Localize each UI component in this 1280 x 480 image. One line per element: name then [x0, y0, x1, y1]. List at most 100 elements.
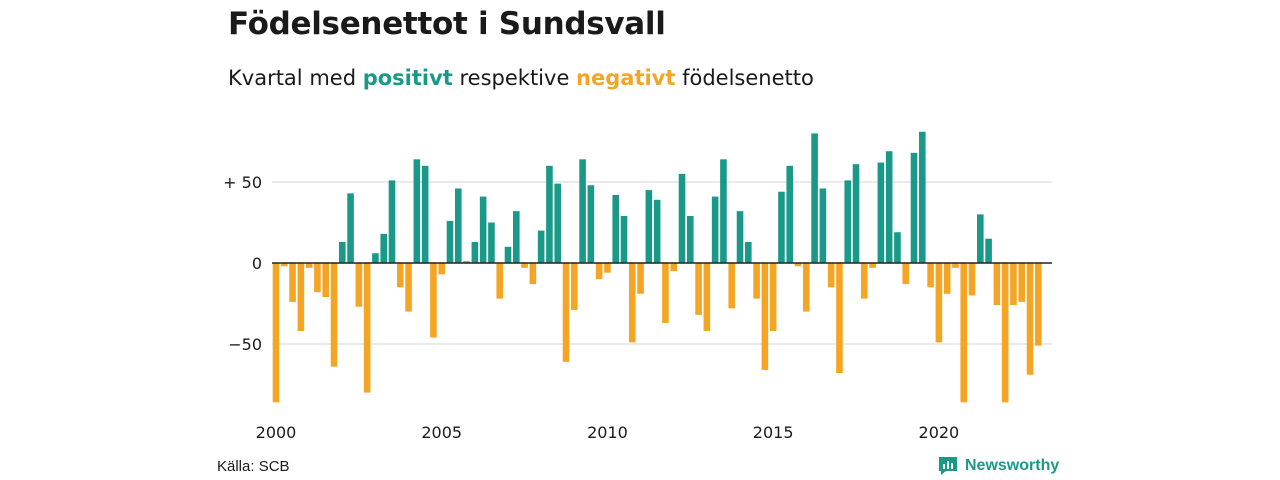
source-label: Källa: SCB [217, 458, 290, 475]
subtitle-negative-word: negativt [576, 66, 676, 90]
subtitle-pre: Kvartal med [228, 66, 363, 90]
bar [604, 263, 611, 273]
bar [512, 211, 520, 263]
bar [1018, 263, 1026, 302]
bar [330, 263, 338, 367]
x-tick-label: 2015 [753, 423, 794, 442]
bar [587, 185, 595, 263]
bar [711, 196, 719, 263]
bar [902, 263, 910, 285]
bar [778, 191, 785, 263]
bar [844, 180, 852, 263]
brand-label: Newsworthy [965, 457, 1060, 474]
bar [1035, 263, 1042, 346]
bar [968, 263, 976, 296]
subtitle-positive-word: positivt [362, 66, 453, 90]
bar [463, 261, 470, 263]
chart-subtitle: Kvartal med positivt respektive negativt… [228, 66, 814, 90]
bar [695, 263, 702, 315]
bar [430, 263, 437, 338]
bar [322, 263, 330, 298]
bar [1001, 263, 1009, 403]
x-tick-label: 2000 [256, 423, 297, 442]
bar [960, 263, 968, 403]
bar [803, 263, 810, 312]
bar [869, 263, 876, 268]
bar [753, 263, 760, 299]
bar [819, 188, 827, 263]
bar [471, 241, 479, 263]
bar [794, 263, 802, 267]
y-tick-label: + 50 [223, 173, 262, 192]
bar [1026, 263, 1034, 375]
bar [612, 194, 620, 263]
bar [1010, 263, 1017, 306]
bar [546, 165, 553, 263]
bar [355, 263, 363, 307]
bar [479, 196, 487, 263]
bar [421, 165, 429, 263]
bar [943, 263, 951, 294]
bar [380, 233, 388, 263]
bar [761, 263, 769, 370]
bar [736, 211, 744, 263]
y-tick-label: −50 [228, 335, 262, 354]
subtitle-mid: respektive [452, 66, 577, 90]
bar [562, 263, 570, 362]
bar [372, 253, 379, 263]
bar [272, 263, 280, 403]
bar [952, 263, 959, 268]
bar [454, 188, 462, 263]
bar [521, 263, 528, 268]
y-tick-label: 0 [252, 254, 262, 273]
bar [786, 165, 794, 263]
bar [703, 263, 711, 332]
brand-logo: Newsworthy [937, 455, 1059, 477]
bar [620, 216, 628, 263]
bar [836, 263, 843, 374]
x-tick-label: 2020 [919, 423, 960, 442]
bar [496, 263, 504, 299]
x-tick-label: 2010 [587, 423, 628, 442]
bar [579, 159, 586, 263]
bar [728, 263, 736, 309]
bar [977, 214, 984, 263]
bar [570, 263, 578, 310]
bar [678, 173, 686, 263]
bar [297, 263, 305, 332]
bar [769, 263, 777, 332]
bar [488, 222, 495, 263]
bar [935, 263, 943, 343]
bar [637, 263, 644, 294]
bar [861, 263, 868, 299]
bar [662, 263, 669, 323]
bar [554, 183, 562, 263]
bar [537, 230, 545, 263]
bar [985, 238, 992, 263]
bar [446, 220, 454, 263]
bar [347, 193, 354, 263]
bar [894, 232, 901, 263]
bar [885, 151, 893, 263]
bar [529, 263, 537, 285]
bar [396, 263, 404, 288]
bar [413, 159, 421, 263]
x-tick-label: 2005 [421, 423, 462, 442]
bar [687, 216, 694, 263]
bar [720, 159, 727, 263]
bar [595, 263, 603, 280]
bar [653, 199, 661, 263]
bar-chart-speech-bubble-icon [939, 457, 957, 475]
bar [504, 246, 512, 263]
chart-title: Födelsenettot i Sundsvall [228, 6, 666, 42]
bar [919, 131, 926, 263]
bar [811, 133, 818, 263]
bar [405, 263, 412, 312]
bar [363, 263, 371, 393]
bar [388, 180, 396, 263]
bar [670, 263, 678, 272]
bar [745, 241, 752, 263]
bar [338, 241, 346, 263]
bar [280, 263, 288, 267]
bar [852, 164, 860, 263]
